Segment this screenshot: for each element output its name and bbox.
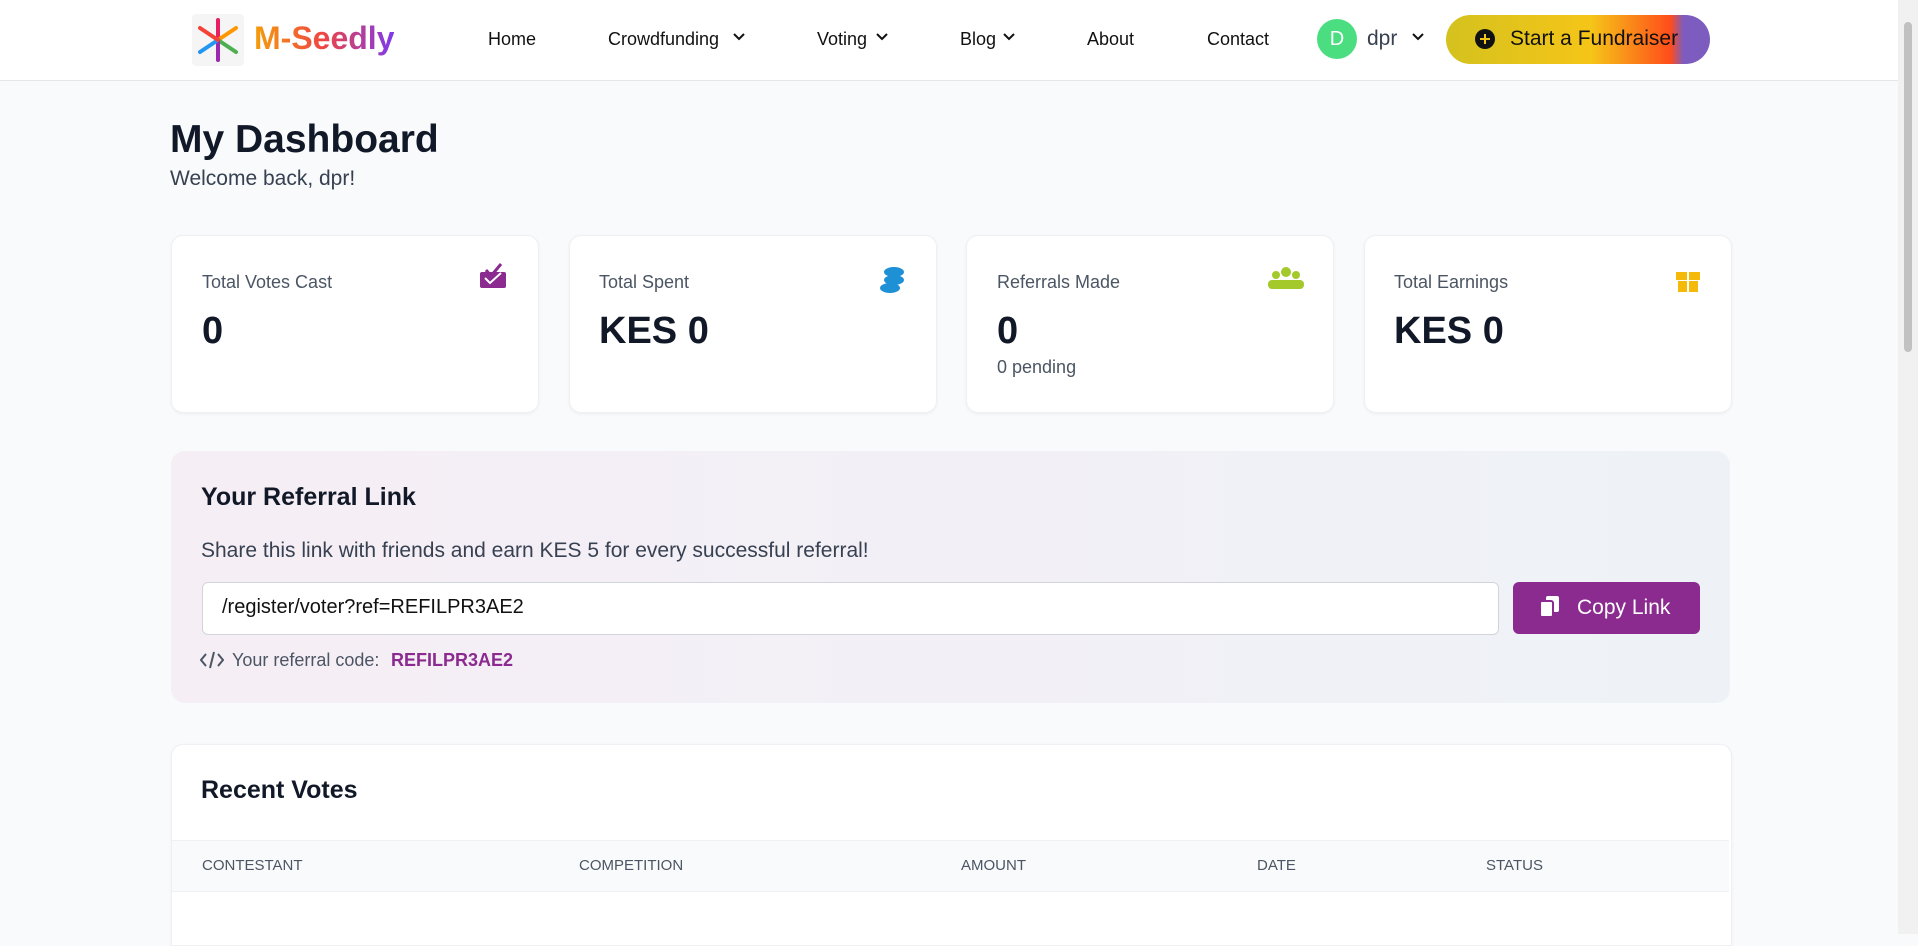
scroll-thumb[interactable]	[1904, 22, 1912, 352]
stat-card	[171, 235, 539, 413]
nav-link[interactable]: Home	[488, 29, 537, 49]
page-title: My Dashboard	[170, 118, 439, 161]
scrollbar[interactable]	[1898, 0, 1918, 934]
column-header: CONTESTANT	[202, 857, 303, 874]
stat-card	[569, 235, 937, 413]
plus-icon	[1475, 29, 1495, 49]
link-text[interactable]: /register/voter?ref=REFILPR3AE2	[222, 596, 524, 618]
column-header: COMPETITION	[579, 857, 684, 874]
nav-link[interactable]: Blog	[960, 29, 997, 49]
stat-label: Total Earnings	[1394, 272, 1509, 292]
user-name[interactable]: dpr	[1367, 27, 1398, 50]
cta-label[interactable]: Start a Fundraiser	[1510, 27, 1679, 50]
link-input[interactable]	[202, 582, 1499, 635]
logo-icon	[192, 14, 244, 66]
stat-value: KES 0	[1394, 310, 1504, 352]
section-title: Recent Votes	[201, 776, 358, 804]
column-header: STATUS	[1486, 857, 1543, 874]
copy-icon	[1540, 596, 1559, 618]
column-header: AMOUNT	[961, 857, 1026, 874]
nav-link[interactable]: Crowdfunding	[608, 29, 720, 49]
subtitle: Welcome back, dpr!	[170, 167, 356, 190]
stat-card	[966, 235, 1334, 413]
referral-panel	[171, 451, 1730, 703]
stat-note: 0 pending	[997, 357, 1077, 377]
stat-value: 0	[202, 310, 224, 352]
stat-card	[1364, 235, 1732, 413]
code-icon	[200, 651, 224, 669]
stat-label: Total Votes Cast	[202, 272, 333, 292]
stat-icons	[480, 263, 1700, 293]
nav-link[interactable]: About	[1087, 29, 1135, 49]
brand[interactable]: M-Seedly	[254, 20, 395, 56]
nav-link[interactable]: Contact	[1207, 29, 1270, 49]
chevrons	[733, 33, 1424, 41]
referral-title: Your Referral Link	[201, 483, 416, 511]
referral-text: Share this link with friends and earn KE…	[201, 539, 869, 562]
table-header	[172, 840, 1729, 892]
avatar[interactable]: D	[1317, 19, 1357, 59]
stat-value: KES 0	[599, 310, 709, 352]
stat-label: Total Spent	[599, 272, 690, 292]
column-header: DATE	[1257, 857, 1296, 874]
stat-value: 0	[997, 310, 1019, 352]
code-value: REFILPR3AE2	[391, 650, 514, 670]
stat-label: Referrals Made	[997, 272, 1121, 292]
copy-label[interactable]: Copy Link	[1577, 596, 1671, 619]
nav-link[interactable]: Voting	[817, 29, 868, 49]
code-label: Your referral code:	[232, 650, 380, 670]
